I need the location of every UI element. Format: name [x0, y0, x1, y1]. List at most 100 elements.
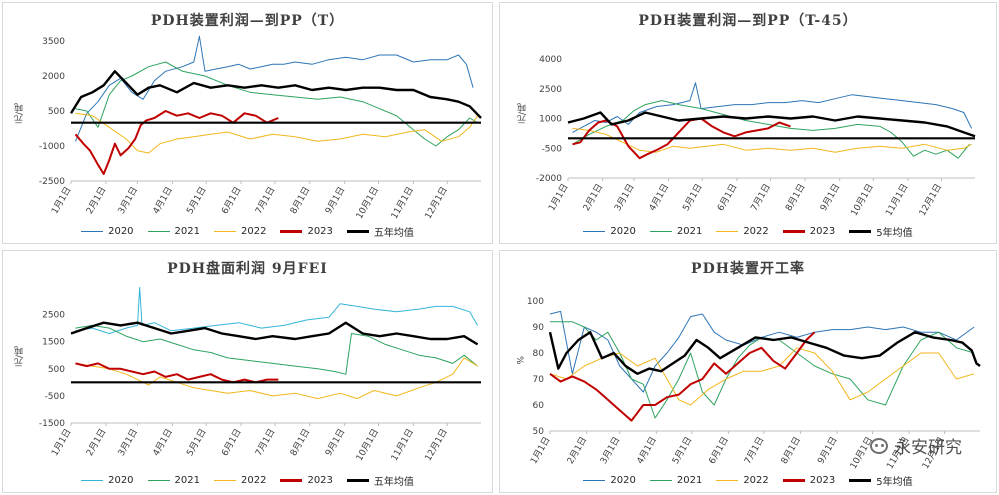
y-tick-label: -1000	[39, 142, 65, 152]
legend-label: 2022	[743, 226, 769, 237]
x-tick-label: 5月1日	[681, 182, 705, 213]
x-tick-label: 7月1日	[742, 435, 766, 466]
series-line-五年均值	[69, 70, 482, 119]
x-tick-label: 3月1日	[116, 185, 140, 216]
legend-item-五年均值: 五年均值	[346, 473, 414, 488]
chart-panel-pdh-profit-t: -2500 -1000 500 2000 3500 1月1日 2月1日 3月1日 4月1日 5月1…	[2, 2, 493, 244]
legend-swatch	[849, 479, 872, 482]
legend-label: 2021	[174, 475, 200, 486]
y-tick-label: 500	[48, 107, 65, 117]
legend-item-2022: 2022	[214, 473, 266, 488]
series-line-2020	[549, 310, 975, 393]
wechat-icon	[870, 437, 888, 454]
legend-item-2023: 2023	[280, 473, 333, 488]
legend-item-2021: 2021	[649, 473, 702, 488]
x-tick-label: 8月1日	[288, 427, 312, 458]
y-tick-label: 500	[48, 365, 65, 375]
legend-label: 五年均值	[373, 228, 414, 239]
x-tick-label: 6月1日	[707, 435, 731, 466]
y-tick-label: -500	[45, 392, 66, 402]
legend-label: 五年均值	[373, 477, 414, 488]
legend-label: 2020	[108, 226, 134, 237]
x-tick-label: 6月1日	[715, 182, 739, 213]
y-tick-label: -2000	[536, 174, 562, 184]
legend-item-2021: 2021	[649, 224, 703, 239]
x-tick-label: 4月1日	[635, 435, 659, 466]
series-line-2023	[572, 117, 791, 160]
x-tick-label: 11月1日	[389, 427, 416, 463]
x-tick-label: 5月1日	[185, 185, 209, 216]
x-tick-label: 4月1日	[151, 185, 175, 216]
legend-item-2023: 2023	[782, 224, 836, 239]
x-tick-label: 10月1日	[354, 185, 381, 221]
legend-item-5年均值: 5年均值	[849, 224, 913, 239]
y-tick-label: -1500	[39, 419, 65, 429]
legend-item-2021: 2021	[147, 224, 200, 239]
legend-swatch	[782, 230, 805, 233]
y-tick-label: 2000	[42, 72, 65, 82]
series-line-2022	[572, 127, 972, 153]
watermark-text: 永安研究	[894, 438, 962, 458]
legend-item-2020: 2020	[583, 224, 636, 239]
y-axis-label: 元/吨	[518, 103, 528, 125]
legend-label: 2021	[174, 226, 200, 237]
legend-label: 2020	[610, 475, 636, 486]
legend-item-5年均值: 5年均值	[849, 473, 913, 488]
x-tick-label: 4月1日	[151, 427, 175, 458]
y-tick-label: 2500	[539, 85, 562, 95]
x-tick-label: 1月1日	[49, 427, 73, 458]
legend-label: 5年均值	[876, 477, 913, 488]
legend-swatch	[583, 480, 606, 481]
legend-label: 2022	[743, 475, 769, 486]
legend-swatch	[214, 480, 236, 481]
series-line-2022	[75, 112, 479, 154]
legend-item-2023: 2023	[782, 473, 835, 488]
chart-plot-area: -2500 -1000 500 2000 3500 1月1日 2月1日 3月1日 4月1日 5月1…	[39, 35, 482, 221]
x-tick-label: 3月1日	[116, 427, 140, 458]
series-line-五年均值	[70, 321, 479, 346]
series-line-2023	[75, 362, 279, 384]
series-line-5年均值	[548, 330, 981, 376]
legend-label: 2020	[610, 226, 636, 237]
chart-plot-area: -1500 -500 500 1500 2500 1月1日 2月1日 3月1日 4月1日 5月1日…	[39, 286, 481, 463]
chart-legend: 2020 2021 2022 2023 五年均值	[3, 224, 492, 239]
legend-item-2021: 2021	[147, 473, 200, 488]
y-tick-label: 1000	[539, 115, 562, 125]
x-tick-label: 12月1日	[423, 427, 450, 463]
y-tick-label: 4000	[539, 55, 562, 65]
legend-swatch	[716, 231, 739, 232]
legend-label: 2021	[676, 226, 703, 237]
chart-title: PDH装置开工率	[691, 261, 805, 277]
legend-item-2020: 2020	[583, 473, 636, 488]
legend-swatch	[649, 480, 672, 481]
legend-swatch	[280, 230, 303, 233]
y-axis-label: %	[514, 356, 524, 365]
x-tick-label: 9月1日	[818, 182, 842, 213]
y-tick-label: 1500	[42, 338, 65, 348]
legend-label: 2022	[241, 226, 267, 237]
legend-item-五年均值: 五年均值	[346, 224, 414, 239]
watermark: 永安研究	[870, 433, 962, 458]
chart-legend: 2020 2021 2022 2023 五年均值	[3, 473, 492, 488]
x-tick-label: 2月1日	[581, 182, 605, 213]
legend-swatch	[649, 231, 672, 232]
chart-plot-area: -2000 -500 1000 2500 4000 1月1日 2月1日 3月1日 4月1日 5月1…	[536, 55, 976, 218]
chart-plot-area: 50 60 70 80 90 100 1月1日 2月1日 3月1日 4月1日 5月1日 6月1日 7月1…	[527, 297, 981, 471]
legend-swatch	[81, 231, 104, 232]
x-tick-label: 3月1日	[598, 435, 622, 466]
chart-panel-pdh-operating-rate: 50 60 70 80 90 100 1月1日 2月1日 3月1日 4月1日 5月1日 6月1日 7月1…	[499, 250, 997, 493]
legend-item-2020: 2020	[81, 224, 134, 239]
legend-swatch	[716, 480, 739, 481]
x-tick-label: 1月1日	[49, 185, 73, 216]
x-tick-label: 5月1日	[670, 435, 694, 466]
legend-swatch	[346, 479, 369, 482]
series-line-2023	[74, 110, 279, 175]
y-tick-label: 100	[527, 297, 544, 307]
series-line-2020	[75, 35, 474, 142]
legend-label: 2023	[809, 226, 836, 237]
legend-swatch	[280, 479, 303, 482]
x-tick-label: 5月1日	[185, 427, 209, 458]
x-tick-label: 9月1日	[323, 185, 347, 216]
chart-title: PDH装置利润—到PP（T）	[150, 13, 345, 29]
